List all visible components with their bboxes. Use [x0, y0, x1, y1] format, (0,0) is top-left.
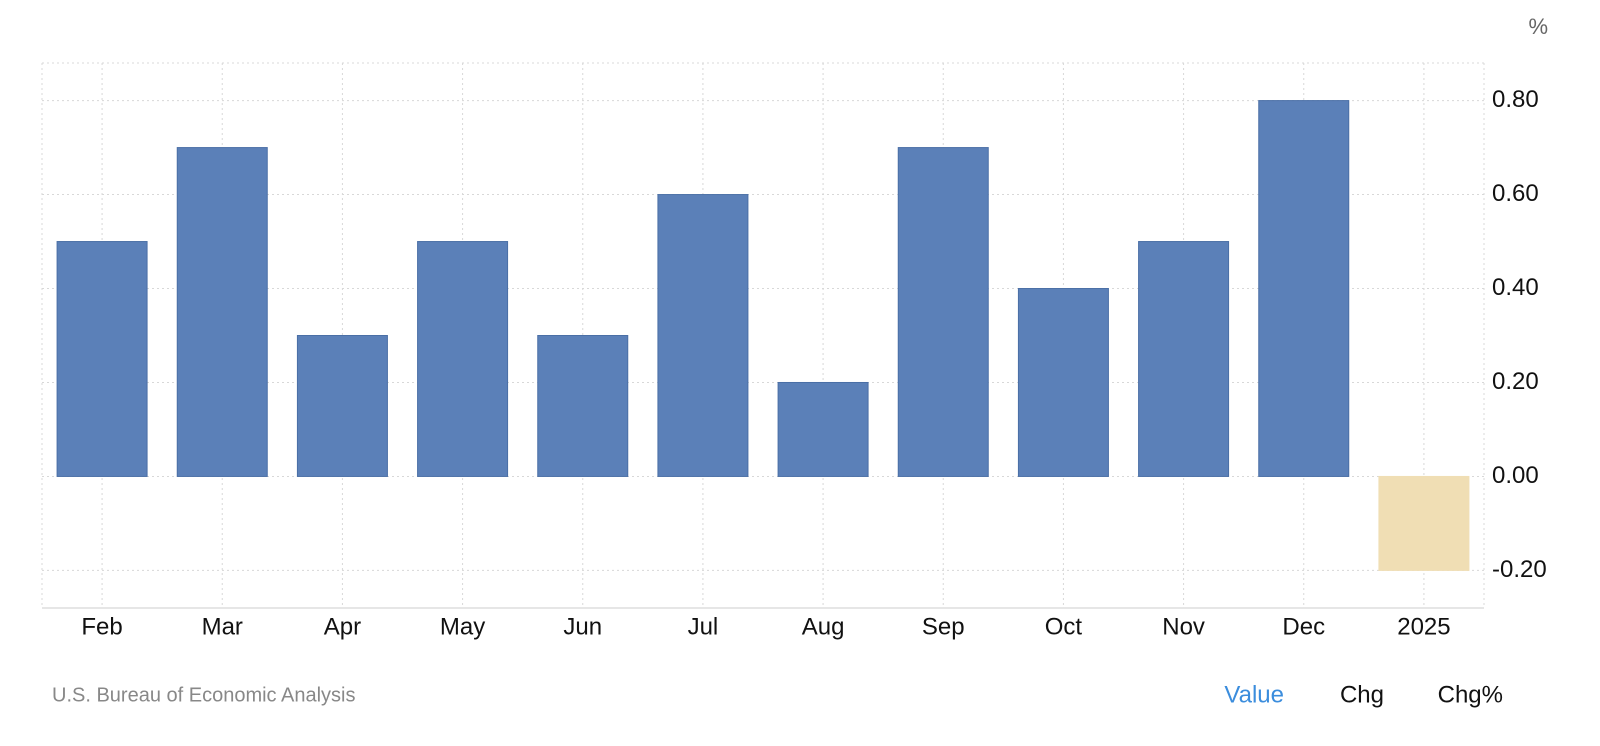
y-tick-label: -0.20	[1492, 556, 1547, 583]
x-tick-label: Aug	[802, 613, 845, 640]
x-tick-label: Nov	[1162, 613, 1205, 640]
x-tick-label: Sep	[922, 613, 965, 640]
x-tick-label: Oct	[1045, 613, 1083, 640]
x-tick-label: May	[440, 613, 485, 640]
x-tick-label: Jun	[563, 613, 602, 640]
x-tick-label: Mar	[202, 613, 243, 640]
bar	[1138, 241, 1230, 477]
unit-label: %	[1528, 14, 1548, 39]
y-tick-label: 0.40	[1492, 274, 1539, 301]
bar	[897, 147, 989, 477]
bar	[777, 381, 869, 477]
bar	[56, 241, 148, 477]
bar	[176, 147, 268, 477]
bar	[657, 194, 749, 477]
bar	[1017, 288, 1109, 477]
y-tick-label: 0.80	[1492, 86, 1539, 113]
bar	[417, 241, 509, 477]
y-tick-label: 0.60	[1492, 180, 1539, 207]
source: U.S. Bureau of Economic Analysis	[52, 684, 355, 706]
bar	[296, 335, 388, 477]
button-value[interactable]: Value	[1224, 681, 1284, 708]
y-tick-label: 0.20	[1492, 368, 1539, 395]
bar	[1258, 100, 1350, 477]
bar	[1378, 475, 1470, 571]
button-chg-pct[interactable]: Chg%	[1438, 681, 1503, 708]
bar	[537, 335, 629, 477]
x-tick-label: 2025	[1397, 613, 1450, 640]
y-tick-label: 0.00	[1492, 462, 1539, 489]
x-tick-label: Dec	[1282, 613, 1325, 640]
button-chg[interactable]: Chg	[1340, 681, 1384, 708]
x-tick-label: Apr	[324, 613, 361, 640]
x-tick-label: Feb	[81, 613, 122, 640]
x-tick-label: Jul	[688, 613, 719, 640]
